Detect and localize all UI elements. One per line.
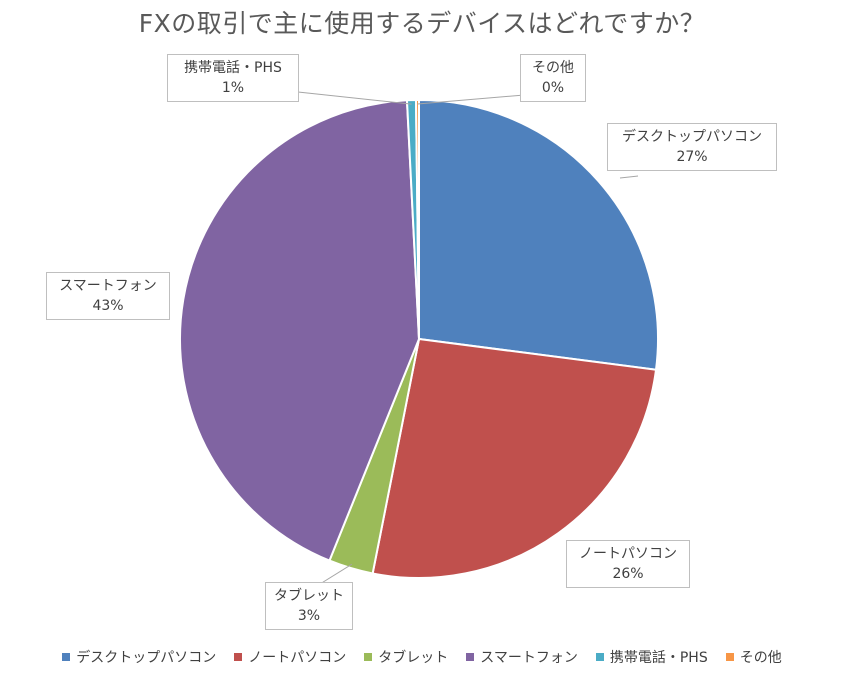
legend-item-other: その他 (725, 647, 782, 667)
callout-label: スマートフォン (59, 278, 157, 294)
legend-swatch (466, 653, 475, 661)
callout-smartphone: スマートフォン 43% (46, 272, 170, 320)
slice-notebook (371, 337, 658, 579)
legend-swatch (364, 653, 373, 661)
callout-value: 3% (297, 608, 321, 624)
leader-tablet (319, 563, 353, 585)
legend-item-mobile-phs: 携帯電話・PHS (595, 647, 708, 667)
callout-value: 27% (676, 149, 708, 165)
callout-desktop: デスクトップパソコン 27% (607, 123, 777, 171)
callout-notebook: ノートパソコン 26% (566, 540, 690, 588)
legend-label: 携帯電話・PHS (609, 650, 708, 666)
legend-item-smartphone: スマートフォン (466, 647, 578, 667)
chart-title: FXの取引で主に使用するデバイスはどれですか？ (138, 9, 706, 38)
leader-mobile-phs (297, 91, 412, 105)
legend-label: タブレット (378, 650, 449, 666)
slice-other (414, 98, 420, 340)
callout-value: 1% (221, 80, 245, 96)
legend-item-tablet: タブレット (364, 647, 448, 667)
callout-label: タブレット (274, 588, 344, 604)
callout-label: ノートパソコン (579, 546, 677, 562)
legend-swatch (725, 653, 734, 661)
legend-item-notebook: ノートパソコン (234, 647, 346, 667)
callout-label: デスクトップパソコン (622, 129, 762, 145)
callout-value: 26% (612, 566, 644, 582)
callout-value: 43% (92, 298, 124, 314)
legend-swatch (595, 653, 604, 661)
legend-label: その他 (739, 650, 782, 666)
callout-label: 携帯電話・PHS (184, 60, 282, 76)
leader-desktop (619, 175, 639, 179)
callout-value: 0% (541, 80, 565, 96)
pie-slices (179, 98, 659, 579)
legend-label: スマートフォン (480, 650, 578, 666)
chart-legend: デスクトップパソコン ノートパソコン タブレット スマートフォン 携帯電話・PH… (0, 644, 844, 670)
legend-label: デスクトップパソコン (76, 650, 217, 666)
callout-other: その他 0% (520, 54, 586, 102)
callout-label: その他 (532, 60, 574, 76)
callout-mobile-phs: 携帯電話・PHS 1% (167, 54, 299, 102)
slice-smartphone (179, 99, 421, 562)
legend-item-desktop: デスクトップパソコン (62, 647, 216, 667)
callout-tablet: タブレット 3% (265, 582, 353, 630)
legend-swatch (234, 653, 243, 661)
slice-desktop (418, 98, 659, 371)
legend-label: ノートパソコン (248, 650, 347, 666)
legend-swatch (62, 653, 71, 661)
